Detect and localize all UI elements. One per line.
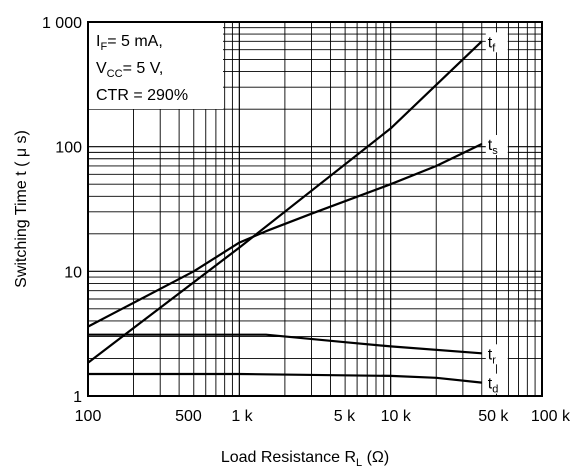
series-label-tr: tr — [488, 346, 496, 366]
curves — [87, 40, 483, 384]
series-line-td — [88, 372, 482, 384]
x-tick-label: 5 k — [334, 408, 356, 425]
x-tick-labels: 100 500 1 k 5 k 10 k 50 k 100 k — [75, 408, 571, 425]
x-axis-label-sub: L — [356, 457, 362, 468]
y-axis-label: Switching Time t ( μ s) — [13, 130, 30, 288]
x-tick-label: 50 k — [478, 408, 509, 425]
condition-line: IF= 5 mA, — [96, 33, 163, 53]
y-tick-label: 1 000 — [42, 15, 82, 32]
x-tick-label: 1 k — [231, 408, 253, 425]
series-line-ts — [87, 143, 483, 328]
x-tick-label: 100 — [75, 408, 102, 425]
x-axis-label: Load Resistance RL (Ω) — [221, 449, 389, 468]
series-label-ts: ts — [488, 137, 498, 157]
x-tick-label: 500 — [175, 408, 202, 425]
y-tick-label: 1 — [73, 389, 82, 406]
series-label-bg-td — [485, 373, 508, 394]
y-tick-label: 10 — [64, 264, 82, 281]
x-tick-label: 10 k — [381, 408, 412, 425]
plot-frame — [87, 21, 543, 397]
condition-line: VCC= 5 V, — [96, 60, 163, 80]
series-labels: tf ts tr td — [485, 32, 508, 396]
x-axis-label-unit: (Ω) — [362, 449, 389, 466]
y-tick-label: 100 — [55, 140, 82, 157]
y-tick-labels: 1 10 100 1 000 — [42, 15, 82, 406]
x-tick-label: 100 k — [531, 408, 571, 425]
x-axis-label-main: Load Resistance R — [221, 449, 356, 466]
series-label-bg-tf — [485, 32, 508, 53]
series-label-bg-tr — [485, 344, 508, 365]
series-label-td: td — [488, 376, 499, 396]
series-label-tf: tf — [488, 34, 496, 54]
conditions-annotation: IF= 5 mA, VCC= 5 V, CTR = 290% — [96, 33, 188, 104]
series-label-bg-ts — [485, 135, 508, 156]
series-line-tf — [87, 40, 483, 364]
series-line-tr — [88, 333, 482, 355]
condition-line: CTR = 290% — [96, 87, 188, 104]
conditions-box — [89, 23, 223, 109]
